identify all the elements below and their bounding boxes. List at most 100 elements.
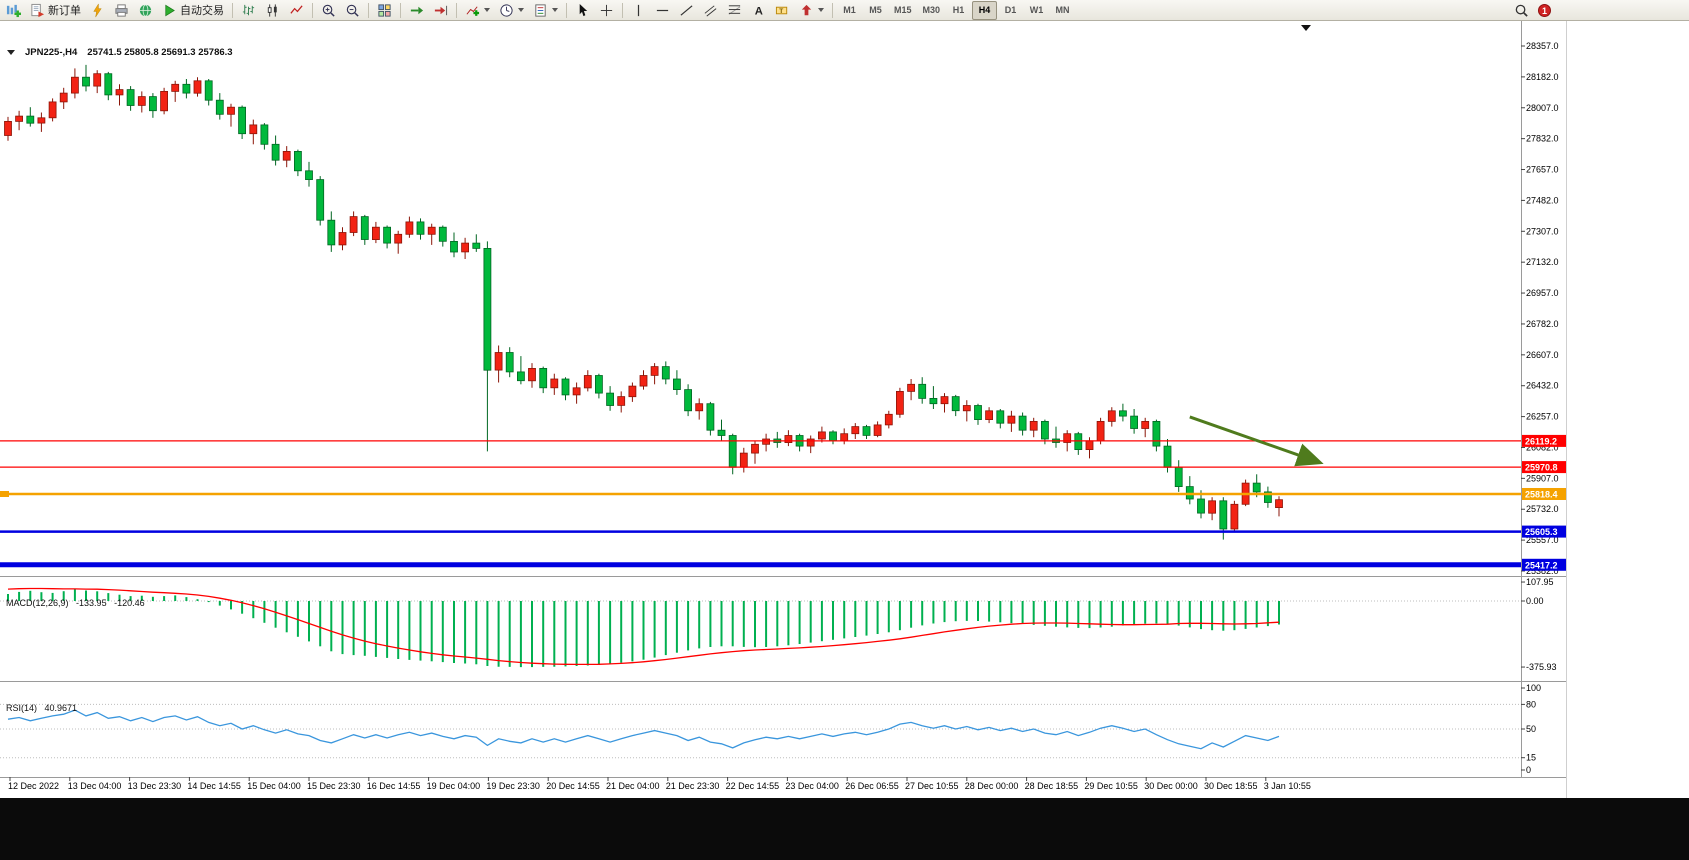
candle-body	[706, 403, 715, 431]
text-tool-icon: A	[755, 5, 763, 17]
candle	[528, 363, 536, 388]
chart-shift-button[interactable]	[429, 1, 452, 20]
indicators-button[interactable]	[461, 1, 494, 20]
candle-body	[4, 121, 12, 136]
timeframe-button-m30[interactable]: M30	[918, 1, 946, 20]
periods-button[interactable]	[495, 1, 528, 20]
trendline-button[interactable]	[675, 1, 698, 20]
new-order-icon	[31, 3, 45, 17]
candle	[271, 135, 280, 166]
candle-body	[1163, 445, 1172, 468]
search-button[interactable]	[1510, 1, 1533, 20]
timeframe-button-m1[interactable]: M1	[837, 1, 862, 20]
candle	[26, 107, 35, 127]
candle	[204, 79, 213, 106]
zoom-in-icon	[322, 4, 335, 17]
candle	[1275, 496, 1283, 517]
auto-scroll-button[interactable]	[405, 1, 428, 20]
candle-body	[15, 115, 24, 122]
price-chart[interactable]: 28357.0 28182.0 28007.0 27832.0 27657.0 27482…	[0, 21, 1689, 798]
candle	[639, 370, 648, 390]
indicators-icon	[466, 5, 480, 16]
arrows-button[interactable]	[795, 1, 828, 20]
text-label-icon: T	[775, 6, 788, 14]
print-button[interactable]	[110, 1, 133, 20]
candle-body	[227, 106, 235, 115]
new-chart-button[interactable]	[2, 1, 25, 20]
time-axis-label: 22 Dec 14:55	[726, 781, 780, 791]
time-axis-label: 27 Dec 10:55	[905, 781, 959, 791]
candle	[48, 98, 57, 122]
autotrading-button[interactable]: 自动交易	[158, 1, 228, 20]
candle	[873, 421, 882, 438]
candle	[606, 386, 614, 411]
candle-body	[48, 101, 57, 119]
zoom-out-button[interactable]	[341, 1, 364, 20]
text-tool-button[interactable]: A	[747, 1, 770, 20]
candle-body	[907, 383, 915, 392]
candle-body	[438, 226, 447, 242]
candle	[862, 424, 871, 439]
candle-body	[1219, 500, 1228, 530]
community-button[interactable]	[134, 1, 157, 20]
timeframe-button-h4[interactable]: H4	[972, 0, 998, 20]
fibonacci-button[interactable]	[723, 1, 746, 20]
candle	[37, 112, 46, 132]
expert-advisors-button[interactable]	[86, 1, 109, 20]
macd-signal-line	[7, 587, 1280, 666]
candle-body	[394, 233, 403, 244]
candle-body	[884, 413, 893, 426]
bar-chart-button[interactable]	[237, 1, 260, 20]
candle-body	[327, 219, 336, 246]
price-axis-label: 26607.0	[1526, 350, 1559, 360]
candle	[595, 373, 603, 399]
timeframe-button-mn[interactable]: MN	[1050, 1, 1075, 20]
hline-handle[interactable]	[0, 490, 9, 497]
symbol-dropdown-icon[interactable]	[7, 50, 15, 55]
notification-badge[interactable]: 1	[1538, 4, 1551, 17]
text-label-button[interactable]: T	[771, 1, 794, 20]
candle	[305, 161, 313, 187]
candle	[171, 80, 180, 102]
candle	[1152, 419, 1161, 452]
candle	[1018, 412, 1027, 436]
timeframe-button-w1[interactable]: W1	[1024, 1, 1049, 20]
candle	[985, 407, 993, 424]
candle-body	[59, 92, 68, 103]
candle-body	[806, 438, 815, 447]
candlestick-button[interactable]	[261, 1, 284, 20]
candle	[104, 71, 113, 101]
candle-body	[305, 170, 313, 181]
candle	[1074, 431, 1083, 455]
candle-body	[171, 83, 180, 92]
vertical-line-button[interactable]	[627, 1, 650, 20]
candle	[282, 146, 291, 168]
templates-button[interactable]	[529, 1, 562, 20]
candle-body	[260, 124, 269, 145]
price-axis-label: 27482.0	[1526, 195, 1559, 205]
candle-body	[762, 438, 770, 445]
horizontal-line-button[interactable]	[651, 1, 674, 20]
zoom-in-button[interactable]	[317, 1, 340, 20]
rsi-panel	[7, 709, 1280, 750]
candle-body	[717, 429, 726, 436]
line-chart-button[interactable]	[285, 1, 308, 20]
timeframe-button-d1[interactable]: D1	[998, 1, 1023, 20]
crosshair-button[interactable]	[595, 1, 618, 20]
channel-button[interactable]	[699, 1, 722, 20]
candle	[784, 430, 793, 447]
candle	[996, 409, 1005, 429]
new-order-button[interactable]: 新订单	[26, 1, 85, 20]
play-icon	[165, 4, 175, 16]
tile-windows-button[interactable]	[373, 1, 396, 20]
candle-body	[684, 389, 692, 412]
timeframe-button-m15[interactable]: M15	[889, 1, 917, 20]
time-axis-label: 12 Dec 2022	[8, 781, 59, 791]
timeframe-button-m5[interactable]: M5	[863, 1, 888, 20]
candle	[15, 110, 24, 131]
candle	[684, 384, 692, 417]
timeframe-button-h1[interactable]: H1	[946, 1, 971, 20]
search-icon	[1515, 4, 1528, 17]
trend-arrow[interactable]	[1189, 415, 1324, 467]
cursor-button[interactable]	[571, 1, 594, 20]
